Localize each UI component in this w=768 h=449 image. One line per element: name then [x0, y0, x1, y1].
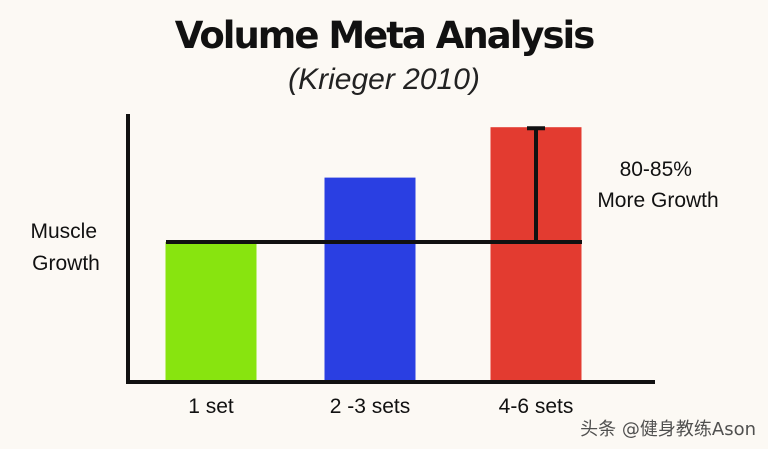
- bar-2-3-sets: [324, 177, 416, 382]
- y-axis-label-line-1: Muscle: [31, 220, 98, 243]
- chart-title: Volume Meta Analysis: [174, 14, 596, 57]
- annotation: 80-85% More Growth: [597, 158, 718, 212]
- watermark: 头条 @健身教练Ason: [580, 419, 756, 440]
- chart-subtitle: (Krieger 2010): [288, 63, 480, 96]
- x-tick-label-2-3-sets: 2 -3 sets: [330, 395, 411, 418]
- x-tick-label-4-6-sets: 4-6 sets: [499, 395, 574, 418]
- y-axis-label-line-2: Growth: [32, 252, 100, 275]
- annotation-line-2: More Growth: [597, 189, 718, 212]
- annotation-line-1: 80-85%: [620, 158, 692, 181]
- y-axis-label: Muscle Growth: [31, 220, 102, 275]
- difference-marker: [527, 126, 545, 242]
- bar-1-set: [165, 242, 257, 382]
- x-tick-label-1-set: 1 set: [188, 395, 234, 418]
- bars: [165, 127, 582, 382]
